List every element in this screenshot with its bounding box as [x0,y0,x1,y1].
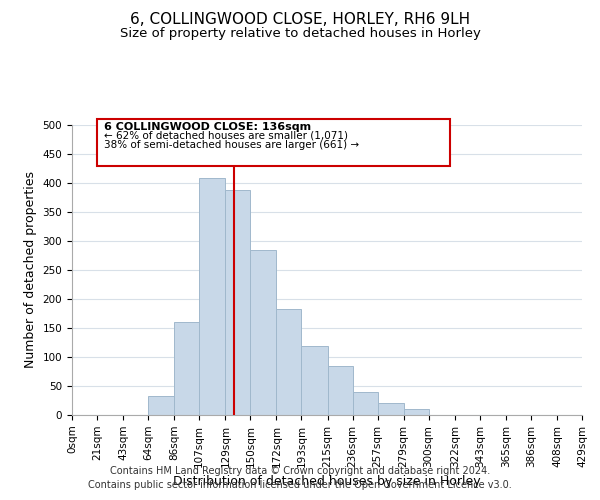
Bar [148,396,174,415]
Text: 38% of semi-detached houses are larger (661) →: 38% of semi-detached houses are larger (… [104,140,359,150]
Text: 6, COLLINGWOOD CLOSE, HORLEY, RH6 9LH: 6, COLLINGWOOD CLOSE, HORLEY, RH6 9LH [130,12,470,28]
Bar [199,178,226,415]
Bar [377,403,404,415]
Y-axis label: Number of detached properties: Number of detached properties [24,172,37,368]
X-axis label: Distribution of detached houses by size in Horley: Distribution of detached houses by size … [173,475,481,488]
Bar [277,309,301,415]
FancyBboxPatch shape [97,119,450,166]
Bar [328,366,353,415]
Bar [301,346,328,415]
Text: 6 COLLINGWOOD CLOSE: 136sqm: 6 COLLINGWOOD CLOSE: 136sqm [104,122,311,132]
Text: Contains HM Land Registry data © Crown copyright and database right 2024.
Contai: Contains HM Land Registry data © Crown c… [88,466,512,490]
Text: ← 62% of detached houses are smaller (1,071): ← 62% of detached houses are smaller (1,… [104,131,348,141]
Text: Size of property relative to detached houses in Horley: Size of property relative to detached ho… [119,28,481,40]
Bar [353,392,377,415]
Bar [174,322,199,415]
Bar [250,250,277,415]
Bar [404,408,428,415]
Bar [226,190,250,415]
